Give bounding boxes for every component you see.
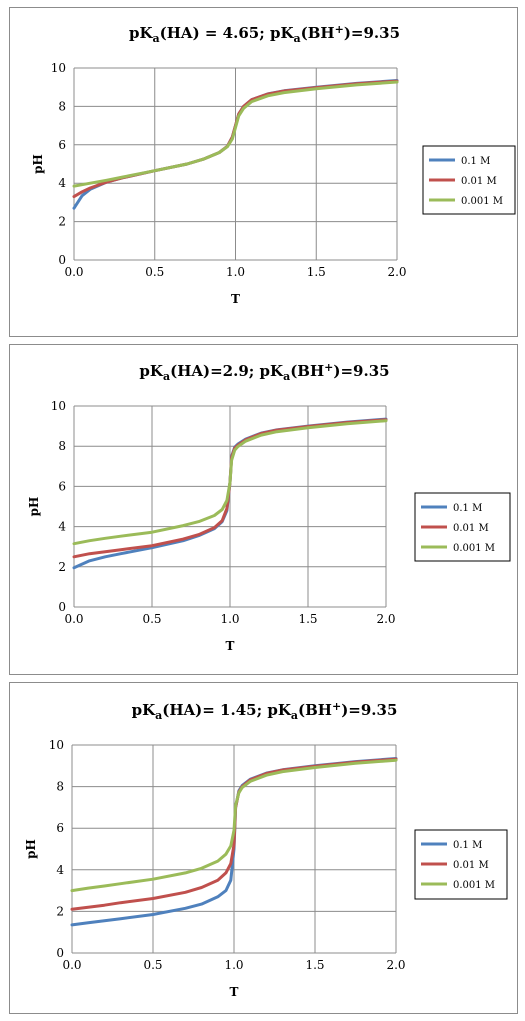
legend-label: 0.001 M	[453, 880, 495, 891]
y-tick-label: 4	[58, 520, 66, 534]
y-tick-label: 2	[58, 215, 66, 229]
y-tick-label: 4	[58, 176, 66, 190]
x-tick-label: 0.5	[143, 958, 162, 972]
y-tick-label: 10	[51, 61, 66, 75]
x-axis-label: T	[231, 292, 240, 306]
y-tick-label: 2	[58, 560, 66, 574]
y-tick-label: 0	[58, 253, 66, 267]
series-line	[72, 419, 388, 546]
legend-label: 0.1 M	[453, 503, 482, 514]
legend-box	[414, 492, 511, 562]
x-tick-label: 1.5	[298, 612, 317, 626]
x-tick-label: 0.0	[64, 612, 83, 626]
y-axis-label: pH	[27, 497, 41, 517]
legend-label: 0.01 M	[461, 176, 497, 187]
x-axis-label: T	[230, 985, 239, 999]
y-axis-label: pH	[31, 154, 45, 174]
chart-panel-1: pKa(HA) = 4.65; pKa(BH+)=9.35 0.0 0.5 1.0 1.…	[9, 7, 518, 337]
x-tick-label: 2.0	[376, 612, 395, 626]
chart-svg: pKa(HA)= 1.45; pKa(BH+)=9.35 0.0 0.5 1.0 1.5…	[24, 700, 508, 999]
legend-label: 0.001 M	[461, 196, 503, 207]
x-tick-label: 2.0	[386, 958, 405, 972]
x-axis-label: T	[226, 639, 235, 653]
x-tick-label: 1.5	[305, 958, 324, 972]
x-tick-label: 1.0	[224, 958, 243, 972]
y-axis-label: pH	[24, 839, 38, 859]
series-line	[72, 80, 399, 188]
x-tick-label: 1.0	[226, 265, 245, 279]
y-tick-label: 4	[56, 863, 64, 877]
y-tick-label: 6	[58, 138, 66, 152]
chart-svg: pKa(HA)=2.9; pKa(BH+)=9.35 0.0 0.5 1.0 1.5 2.…	[27, 361, 511, 653]
chart-title: pKa(HA) = 4.65; pKa(BH+)=9.35	[129, 23, 400, 45]
legend-label: 0.01 M	[453, 523, 489, 534]
chart-title: pKa(HA)=2.9; pKa(BH+)=9.35	[139, 361, 389, 383]
x-tick-label: 1.0	[220, 612, 239, 626]
y-tick-label: 2	[56, 904, 64, 918]
y-tick-label: 10	[49, 738, 64, 752]
y-tick-label: 0	[56, 946, 64, 960]
y-tick-label: 8	[58, 439, 66, 453]
x-tick-label: 1.5	[307, 265, 326, 279]
y-tick-label: 8	[56, 780, 64, 794]
legend-label: 0.1 M	[453, 840, 482, 851]
series-line	[70, 758, 398, 893]
chart-panel-2: pKa(HA)=2.9; pKa(BH+)=9.35 0.0 0.5 1.0 1.5 2.…	[9, 344, 518, 675]
y-tick-label: 6	[56, 821, 64, 835]
y-tick-label: 0	[58, 600, 66, 614]
legend-label: 0.001 M	[453, 543, 495, 554]
chart-svg: pKa(HA) = 4.65; pKa(BH+)=9.35 0.0 0.5 1.0 1.…	[31, 23, 516, 306]
chart-panel-3: pKa(HA)= 1.45; pKa(BH+)=9.35 0.0 0.5 1.0 1.5…	[9, 682, 518, 1014]
x-tick-label: 0.5	[145, 265, 164, 279]
chart-title: pKa(HA)= 1.45; pKa(BH+)=9.35	[132, 700, 398, 722]
legend-label: 0.1 M	[461, 156, 490, 167]
x-tick-label: 2.0	[387, 265, 406, 279]
y-tick-label: 8	[58, 99, 66, 113]
series-line	[70, 757, 398, 911]
legend-label: 0.01 M	[453, 860, 489, 871]
x-tick-label: 0.0	[64, 265, 83, 279]
y-tick-label: 10	[51, 399, 66, 413]
y-tick-label: 6	[58, 479, 66, 493]
x-tick-label: 0.5	[142, 612, 161, 626]
x-tick-label: 0.0	[62, 958, 81, 972]
